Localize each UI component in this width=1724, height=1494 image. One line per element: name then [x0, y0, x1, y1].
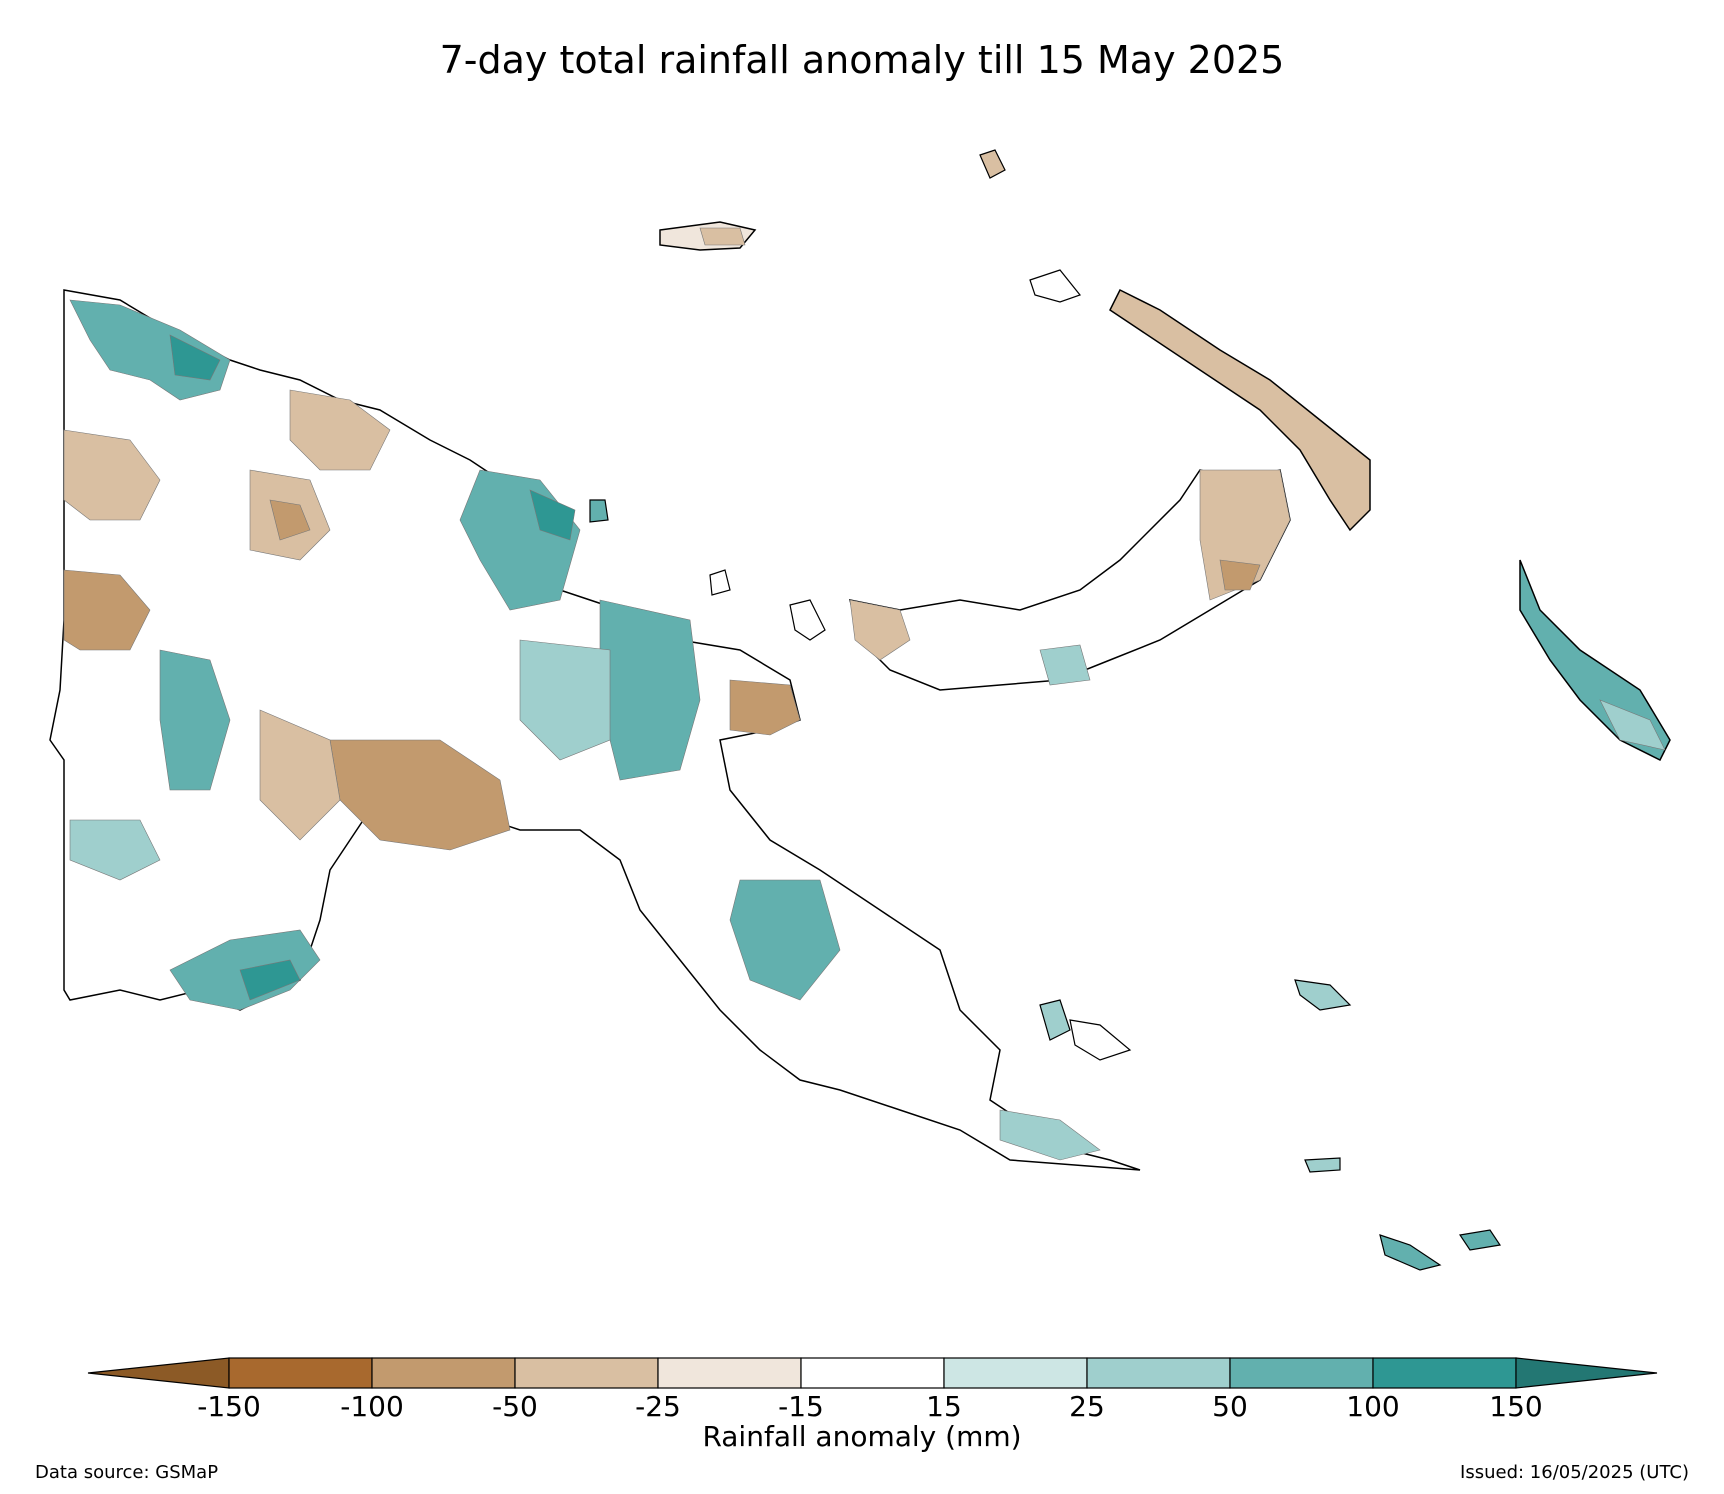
- dry-patch-nw: [63, 429, 161, 521]
- data-source-note: Data source: GSMaP: [35, 1462, 219, 1483]
- colorbar-under-triangle: [87, 1357, 230, 1389]
- colorbar-bin-1: [228, 1357, 373, 1389]
- colorbar-tick-label: 25: [1069, 1390, 1105, 1423]
- colorbar-tick-label: -15: [778, 1390, 824, 1423]
- colorbar-tick-label: -50: [492, 1390, 538, 1423]
- colorbar-tick-label: 150: [1489, 1390, 1543, 1423]
- issued-date-note: Issued: 16/05/2025 (UTC): [1460, 1462, 1689, 1483]
- colorbar-title: Rainfall anomaly (mm): [702, 1420, 1022, 1453]
- colorbar-tick-label: 15: [926, 1390, 962, 1423]
- colorbar-tick-label: -100: [340, 1390, 404, 1423]
- wet-patch-west-center: [159, 649, 231, 791]
- map-title: 7-day total rainfall anomaly till 15 May…: [439, 38, 1285, 82]
- colorbar-bin-9: [1372, 1357, 1517, 1389]
- wet-patch-northwest-core: [169, 334, 221, 381]
- small-islands: [589, 149, 1502, 1271]
- wet-patch-highlands: [519, 639, 611, 761]
- colorbar-tick-label: -150: [197, 1390, 261, 1423]
- colorbar: [87, 1357, 1658, 1389]
- wet-patch-central-prov: [729, 879, 841, 1001]
- colorbar-tick-label: 50: [1212, 1390, 1248, 1423]
- wet-patch-milne: [999, 1109, 1101, 1161]
- colorbar-bin-3: [514, 1357, 659, 1389]
- wet-patch-sw: [69, 819, 161, 881]
- colorbar-bin-2: [371, 1357, 516, 1389]
- bougainville: [1519, 559, 1671, 762]
- new-britain: [848, 469, 1291, 691]
- colorbar-over-triangle: [1515, 1357, 1658, 1389]
- dry-patch-gulf: [329, 739, 511, 851]
- dry-patch-central-core: [269, 499, 311, 541]
- colorbar-tick-label: 100: [1346, 1390, 1400, 1423]
- manus-island: [659, 221, 757, 251]
- wet-patch-south-core: [239, 959, 301, 1001]
- dry-patch-north: [289, 389, 391, 471]
- colorbar-bin-8: [1229, 1357, 1374, 1389]
- colorbar-bin-7: [1086, 1357, 1231, 1389]
- anomaly-patches: [63, 299, 1101, 1161]
- new-ireland: [1109, 288, 1371, 532]
- wet-patch-madang: [599, 599, 701, 781]
- colorbar-tick-label: -25: [635, 1390, 681, 1423]
- dry-patch-gulf-light: [259, 709, 341, 841]
- colorbar-tick-labels: -150 -100 -50 -25 -15 15 25 50 100 150: [0, 1390, 1724, 1430]
- colorbar-bin-6: [943, 1357, 1088, 1389]
- dry-patch-morobe: [729, 679, 801, 736]
- wet-patch-sepik-core: [529, 489, 576, 541]
- colorbar-bin-4: [657, 1357, 802, 1389]
- colorbar-bin-5: [800, 1357, 945, 1389]
- dry-patch-west: [63, 569, 151, 651]
